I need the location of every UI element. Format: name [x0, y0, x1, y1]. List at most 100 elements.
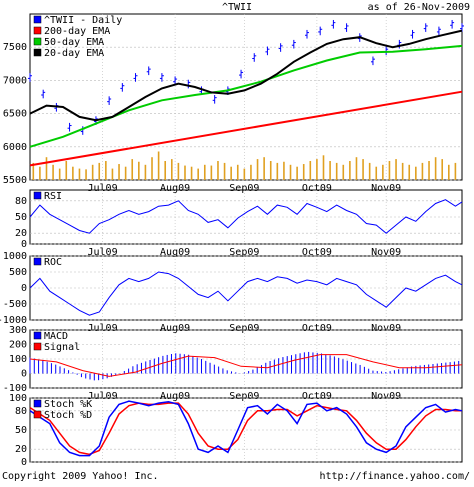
volume-bar [230, 166, 232, 180]
legend-swatch [33, 399, 42, 408]
legend-swatch [33, 15, 42, 24]
legend-swatch [33, 257, 42, 266]
legend-label: MACD [44, 331, 68, 342]
legend-label: Stoch %D [44, 410, 92, 421]
volume-bar [355, 157, 358, 180]
volume-bar [263, 157, 265, 180]
volume-bar [349, 161, 351, 180]
volume-bar [448, 164, 450, 180]
legend-label: ^TWII - Daily [44, 15, 122, 26]
y-tick-label: 100 [9, 393, 27, 404]
volume-bar [382, 164, 384, 180]
y-tick-label: 0 [21, 457, 27, 468]
y-tick-label: 1000 [3, 251, 27, 262]
volume-bar [164, 161, 167, 180]
x-tick-label: Oct09 [302, 247, 332, 258]
x-tick-label: Sep09 [229, 183, 259, 194]
y-tick-label: 80 [15, 196, 27, 207]
volume-bar [58, 168, 61, 180]
x-tick-label: Aug09 [160, 183, 190, 194]
volume-bar [322, 155, 325, 180]
volume-bar [296, 166, 298, 180]
volume-bar [375, 166, 378, 180]
volume-bar [256, 159, 259, 180]
volume-bar [190, 166, 193, 180]
volume-bar [283, 161, 285, 180]
volume-bar [289, 164, 292, 180]
ema200-line [29, 90, 463, 167]
volume-bar [276, 162, 279, 180]
volume-bar [441, 159, 444, 180]
legend-swatch [33, 331, 42, 340]
legend-swatch [33, 342, 42, 351]
volume-bar [171, 159, 173, 180]
stoch-d-line [29, 402, 462, 456]
volume-bar [316, 159, 318, 180]
legend-label: 200-day EMA [44, 26, 110, 37]
volume-bar [45, 157, 48, 180]
volume-bar [388, 161, 391, 180]
x-tick-label: Nov09 [371, 247, 401, 258]
y-tick-label: 50 [15, 425, 27, 436]
volume-bar [236, 164, 239, 180]
y-tick-label: 6500 [3, 109, 27, 120]
source-url[interactable]: http://finance.yahoo.com/ [319, 471, 470, 482]
x-tick-label: Jul09 [87, 323, 117, 334]
volume-bar [395, 159, 397, 180]
volume-bar [118, 164, 120, 180]
volume-bar [269, 161, 272, 180]
y-tick-label: 7500 [3, 42, 27, 53]
volume-bar [111, 168, 114, 180]
volume-bar [151, 157, 153, 180]
volume-bar [197, 168, 199, 180]
chart-date: as of 26-Nov-2009 [368, 2, 470, 13]
volume-bar [85, 169, 87, 180]
y-tick-label: -100 [3, 383, 27, 394]
volume-bar [32, 162, 35, 180]
volume-bar [65, 161, 68, 180]
legend-swatch [33, 191, 42, 200]
y-tick-label: 5500 [3, 175, 27, 186]
y-tick-label: 50 [15, 212, 27, 223]
volume-bar [177, 162, 180, 180]
volume-bar [203, 164, 206, 180]
y-tick-label: 6000 [3, 142, 27, 153]
volume-bar [401, 162, 404, 180]
volume-bar [362, 159, 364, 180]
y-tick-label: -500 [3, 299, 27, 310]
volume-bar [243, 168, 246, 180]
volume-bar [39, 166, 41, 180]
volume-bar [368, 162, 371, 180]
volume-bar [91, 164, 94, 180]
x-tick-label: Nov09 [371, 183, 401, 194]
volume-bar [105, 161, 107, 180]
legend-label: Signal [44, 342, 80, 353]
x-tick-label: Sep09 [229, 323, 259, 334]
volume-bar [434, 157, 437, 180]
ema50-line [29, 44, 463, 148]
x-tick-label: Oct09 [302, 391, 332, 402]
volume-bar [421, 162, 424, 180]
macd-signal-line [29, 354, 463, 377]
volume-bar [78, 168, 81, 180]
x-tick-label: Aug09 [160, 247, 190, 258]
legend-label: RSI [44, 191, 62, 202]
volume-bar [454, 162, 457, 180]
volume-bar [98, 162, 101, 180]
volume-bar [335, 162, 338, 180]
legend-label: ROC [44, 257, 62, 268]
y-tick-label: 300 [9, 325, 27, 336]
roc-line [29, 271, 463, 316]
stoch-k-line [29, 400, 463, 457]
volume-bar [309, 161, 312, 180]
x-tick-label: Sep09 [229, 247, 259, 258]
volume-bar [131, 159, 134, 180]
copyright-text: Copyright 2009 Yahoo! Inc. [2, 471, 159, 482]
x-tick-label: Oct09 [302, 323, 332, 334]
volume-bar [342, 164, 345, 180]
volume-bar [217, 161, 219, 180]
legend-swatch [33, 410, 42, 419]
volume-bar [72, 166, 74, 180]
